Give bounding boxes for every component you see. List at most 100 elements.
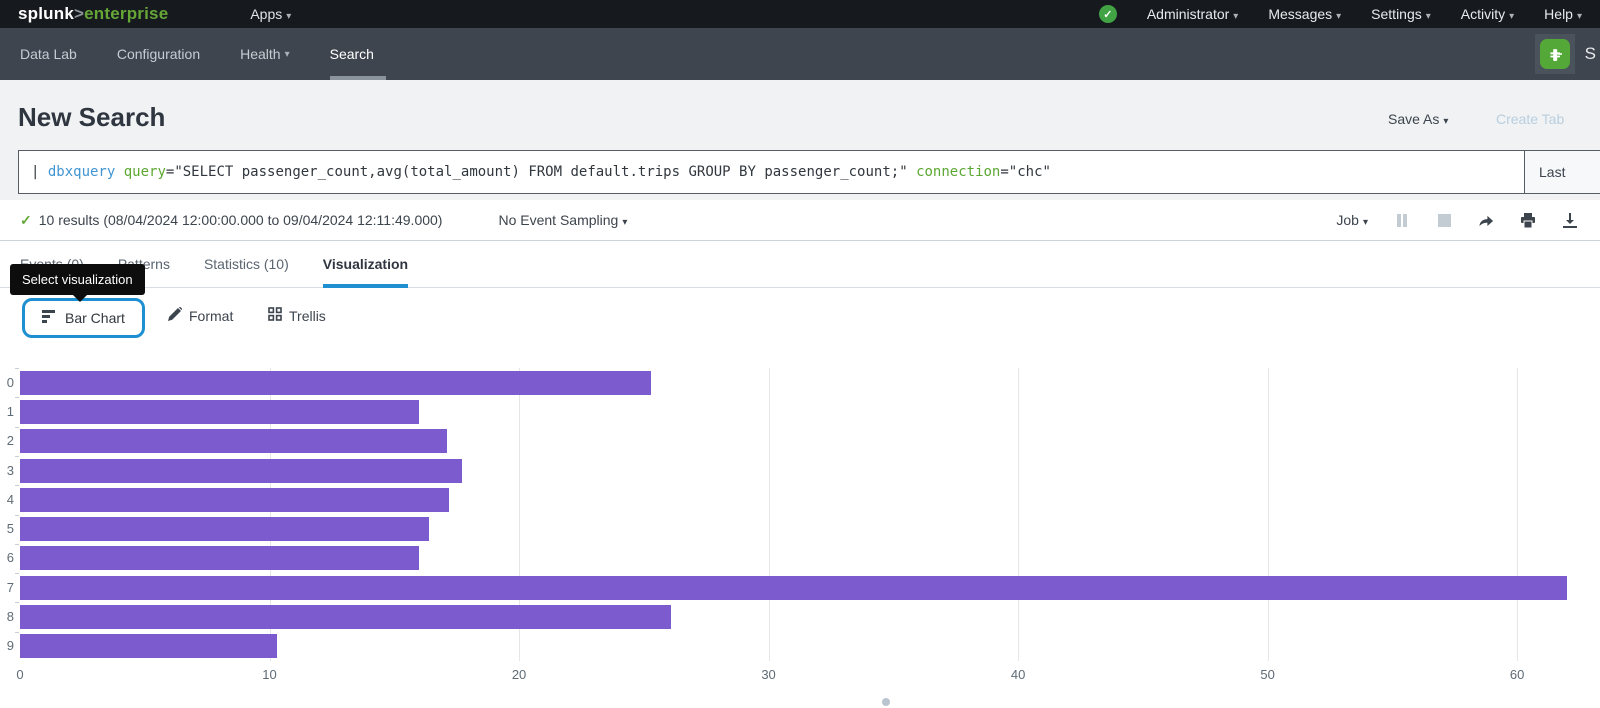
logo-enterprise-text: enterprise	[84, 4, 169, 23]
y-axis-tick	[15, 397, 19, 399]
y-axis-category-label: 3	[6, 462, 14, 478]
chevron-down-icon: ▾	[284, 48, 290, 60]
bar-6[interactable]	[20, 546, 420, 571]
page-header: New Search Save As ▾ Create Tab | dbxquer…	[0, 80, 1600, 200]
results-status-text: 10 results (08/04/2024 12:00:00.000 to 0…	[38, 212, 443, 228]
y-axis-tick	[15, 631, 19, 633]
chevron-down-icon: ▾	[286, 11, 292, 22]
trellis-grid-icon	[268, 307, 282, 324]
search-input[interactable]: | dbxquery query ="SELECT passenger_count…	[31, 164, 1051, 180]
y-axis-tick	[15, 573, 19, 575]
chevron-down-icon: ▾	[1425, 11, 1431, 22]
bar-7[interactable]	[20, 575, 1568, 600]
app-icon-button[interactable]	[1534, 34, 1575, 74]
trellis-button[interactable]: Trellis	[268, 307, 326, 324]
bar-0[interactable]	[20, 370, 652, 395]
help-menu[interactable]: Help ▾	[1544, 6, 1582, 22]
nav-item-data-lab[interactable]: Data Lab	[20, 46, 77, 62]
gridline	[768, 368, 770, 661]
check-icon: ✓	[20, 211, 32, 228]
download-icon[interactable]	[1562, 212, 1578, 228]
logo-gt-text: >	[74, 4, 85, 23]
top-bar: splunk>enterprise Apps ▾ ✓ Administrator ▾…	[0, 0, 1600, 28]
bar-2[interactable]	[20, 429, 447, 454]
result-tabs: Events (0) Patterns Statistics (10) Visu…	[0, 241, 1600, 288]
chart-plot-area	[20, 368, 1592, 661]
bar-1[interactable]	[20, 399, 420, 424]
x-axis-tick-label: 20	[511, 667, 527, 682]
visualization-controls: Bar Chart Format Trellis	[0, 288, 1600, 354]
create-tab-button[interactable]: Create Tab	[1496, 111, 1565, 127]
spl-arg-key-token: connection	[916, 164, 1001, 180]
tab-statistics[interactable]: Statistics (10)	[203, 256, 289, 272]
scroll-indicator-dot[interactable]	[882, 698, 890, 706]
messages-menu[interactable]: Messages ▾	[1268, 6, 1342, 22]
format-button[interactable]: Format	[168, 307, 233, 324]
gridline	[1267, 368, 1269, 661]
settings-menu[interactable]: Settings ▾	[1371, 6, 1431, 22]
y-axis-tick	[15, 514, 19, 516]
gridline	[1517, 368, 1519, 661]
nav-item-configuration[interactable]: Configuration	[116, 46, 201, 62]
search-bar: | dbxquery query ="SELECT passenger_count…	[18, 150, 1600, 194]
job-menu[interactable]: Job ▾	[1336, 212, 1368, 228]
y-axis-tick	[15, 426, 19, 428]
y-axis-tick	[15, 602, 19, 604]
stop-job-icon[interactable]	[1436, 212, 1452, 228]
bar-8[interactable]	[20, 605, 672, 630]
chevron-down-icon: ▾	[1362, 217, 1368, 228]
pencil-icon	[168, 307, 182, 324]
y-axis-tick	[15, 543, 19, 545]
apps-menu[interactable]: Apps ▾	[250, 6, 292, 22]
active-tab-underline	[322, 283, 409, 288]
share-icon[interactable]	[1478, 212, 1494, 228]
splunk-logo[interactable]: splunk>enterprise	[18, 4, 168, 24]
x-axis-tick-label: 10	[262, 667, 277, 682]
time-range-picker[interactable]: Last	[1524, 151, 1600, 193]
y-axis-category-label: 8	[6, 609, 14, 625]
chevron-down-icon: ▾	[1576, 11, 1582, 22]
y-axis-category-label: 1	[6, 403, 14, 419]
select-visualization-tooltip: Select visualization	[10, 264, 145, 302]
y-axis-tick	[15, 455, 19, 457]
y-axis-category-label: 6	[6, 550, 14, 566]
tooltip-caret	[72, 294, 88, 302]
bar-chart-icon	[42, 310, 56, 326]
health-status-icon[interactable]: ✓	[1098, 5, 1117, 23]
spl-arg-key-token: query	[123, 164, 166, 180]
tab-visualization[interactable]: Visualization	[322, 241, 409, 288]
event-sampling-menu[interactable]: No Event Sampling ▾	[498, 212, 628, 228]
pause-job-icon[interactable]	[1394, 212, 1410, 228]
nav-item-search[interactable]: Search	[329, 28, 386, 80]
save-as-button[interactable]: Save As ▾	[1388, 111, 1449, 127]
gridline	[519, 368, 521, 661]
y-axis-category-label: 0	[6, 374, 14, 390]
x-axis-tick-label: 30	[761, 667, 776, 682]
y-axis-tick	[15, 485, 19, 487]
y-axis-category-label: 5	[6, 521, 14, 537]
bar-5[interactable]	[20, 517, 430, 542]
page-title: New Search	[18, 102, 166, 132]
chevron-down-icon: ▾	[1509, 11, 1515, 22]
y-axis-category-label: 2	[6, 433, 14, 449]
active-nav-underline	[329, 76, 386, 80]
x-axis-tick-label: 50	[1260, 667, 1275, 682]
y-axis-category-label: 9	[6, 638, 14, 654]
chevron-down-icon: ▾	[1233, 11, 1239, 22]
app-name-label: S	[1584, 44, 1596, 63]
activity-menu[interactable]: Activity ▾	[1460, 6, 1515, 22]
administrator-menu[interactable]: Administrator ▾	[1146, 6, 1239, 22]
logo-splunk-text: splunk	[18, 4, 74, 23]
print-icon[interactable]	[1520, 212, 1536, 228]
gridline	[1018, 368, 1020, 661]
bar-4[interactable]	[20, 487, 450, 512]
chevron-down-icon: ▾	[622, 217, 628, 228]
bar-chart: 0 10 20 30 40 50 60 0 1 2 3 4 5 6 7 8 9	[0, 354, 1600, 708]
bar-3[interactable]	[20, 458, 462, 483]
nav-item-health[interactable]: Health ▾	[240, 46, 290, 62]
chart-type-picker-button[interactable]: Bar Chart	[22, 298, 145, 338]
bar-9[interactable]	[20, 634, 277, 659]
results-bar: ✓ 10 results (08/04/2024 12:00:00.000 to…	[0, 200, 1600, 241]
y-axis-category-label: 4	[6, 491, 14, 507]
x-axis-tick-label: 60	[1509, 667, 1525, 682]
